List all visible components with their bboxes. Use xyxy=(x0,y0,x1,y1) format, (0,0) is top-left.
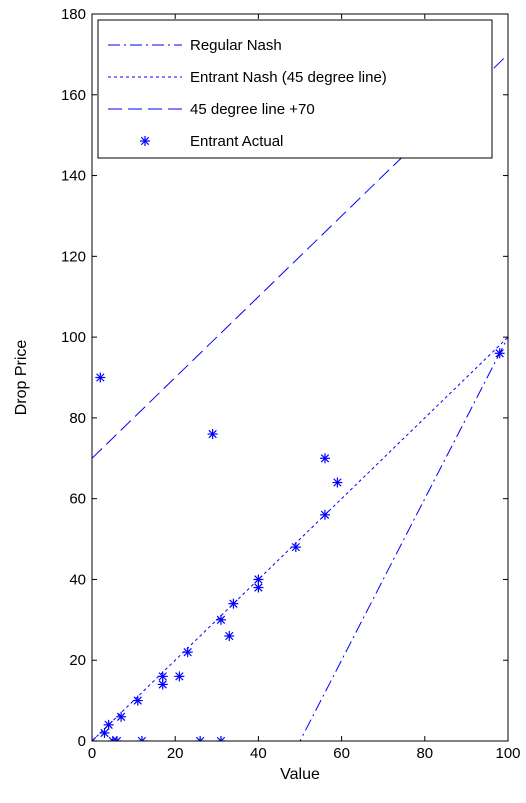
y-tick-label: 60 xyxy=(69,491,86,508)
legend: Regular Nash Entrant Nash (45 degree line… xyxy=(97,19,493,159)
axis-ticks: 0 20 40 60 80 100 0 20 40 60 80 100 120 140 160 180 xyxy=(61,6,521,762)
data-point xyxy=(224,630,235,641)
data-point xyxy=(157,679,168,690)
y-tick-label: 20 xyxy=(69,652,86,669)
x-tick-label: 20 xyxy=(167,745,184,762)
x-axis-label: Value xyxy=(280,766,320,783)
data-point xyxy=(111,736,122,741)
y-tick-label: 120 xyxy=(61,248,86,265)
legend-box xyxy=(97,19,493,159)
data-point xyxy=(99,727,110,738)
legend-label: Entrant Actual xyxy=(190,133,283,150)
legend-label: Regular Nash xyxy=(190,37,282,54)
data-point xyxy=(207,429,218,440)
y-tick-label: 180 xyxy=(61,6,86,23)
data-point xyxy=(332,477,343,488)
y-tick-label: 160 xyxy=(61,87,86,104)
data-point xyxy=(174,671,185,682)
x-tick-label: 0 xyxy=(88,745,96,762)
series-line-1 xyxy=(92,336,508,741)
y-tick-label: 100 xyxy=(61,329,86,346)
data-point xyxy=(253,582,264,593)
plot-frame xyxy=(91,13,509,742)
y-axis-label: Drop Price xyxy=(13,340,30,416)
data-point xyxy=(132,695,143,706)
data-point xyxy=(228,598,239,609)
y-tick-label: 80 xyxy=(69,410,86,427)
x-tick-label: 100 xyxy=(495,745,520,762)
data-point xyxy=(215,614,226,625)
data-point xyxy=(319,509,330,520)
data-point xyxy=(182,647,193,658)
data-point xyxy=(195,736,206,741)
legend-swatch xyxy=(140,136,150,146)
x-tick-label: 80 xyxy=(416,745,433,762)
series-line-0 xyxy=(92,336,508,741)
data-point xyxy=(319,453,330,464)
legend-label: Entrant Nash (45 degree line) xyxy=(190,69,387,86)
data-point xyxy=(494,348,505,359)
y-tick-label: 0 xyxy=(78,733,86,750)
x-tick-label: 60 xyxy=(333,745,350,762)
data-point xyxy=(92,736,97,741)
legend-label: 45 degree line +70 xyxy=(190,101,315,118)
data-point xyxy=(136,736,147,741)
x-tick-label: 40 xyxy=(250,745,267,762)
data-point xyxy=(103,719,114,730)
data-point xyxy=(215,736,226,741)
y-tick-label: 40 xyxy=(69,571,86,588)
data-point xyxy=(116,711,127,722)
data-point xyxy=(95,372,106,383)
y-tick-label: 140 xyxy=(61,168,86,185)
data-point xyxy=(290,542,301,553)
